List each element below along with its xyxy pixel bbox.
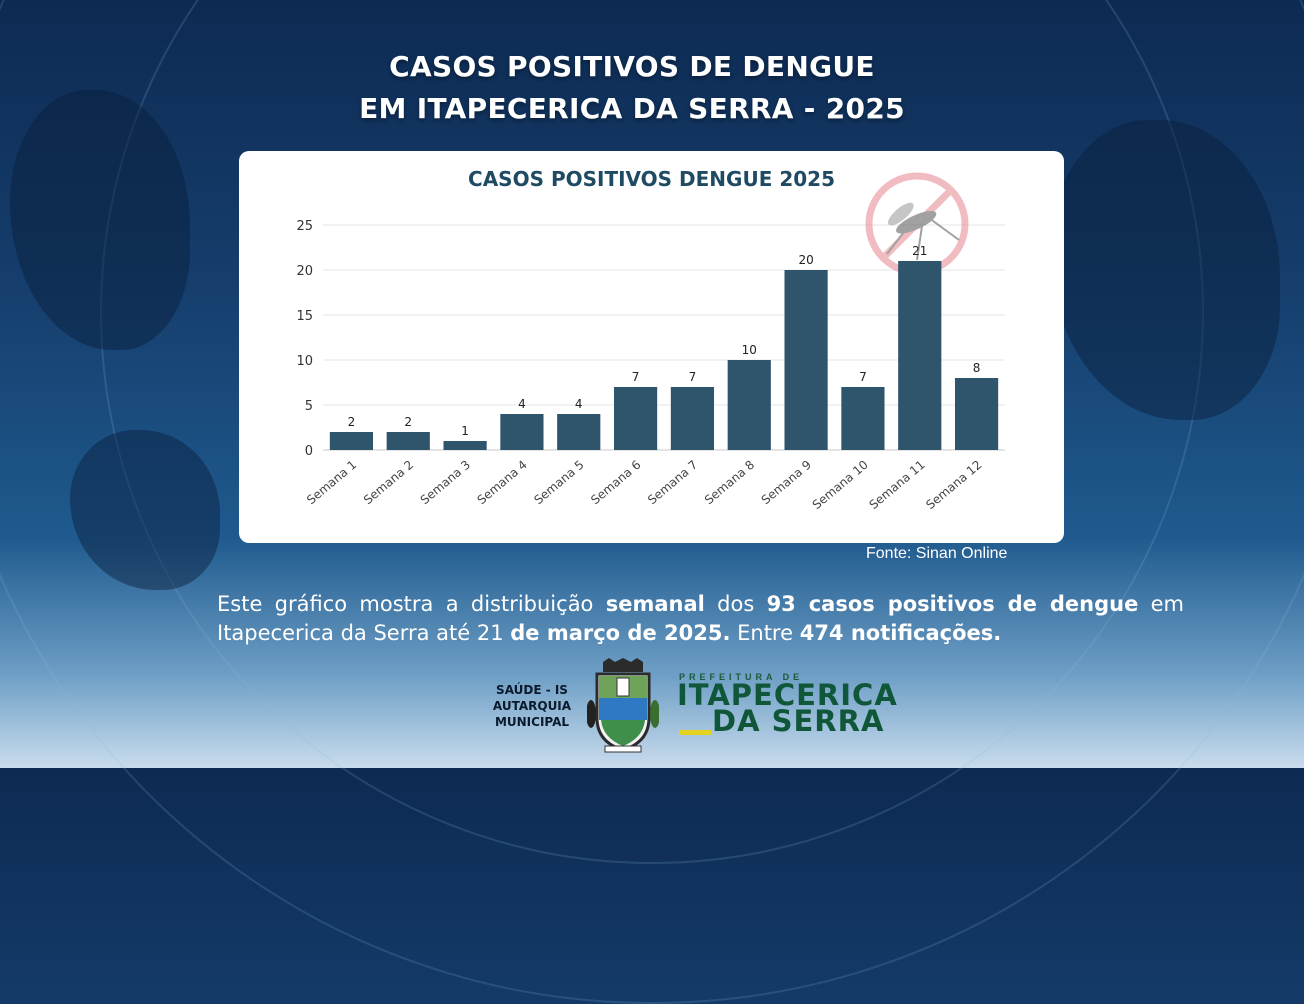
x-tick-label: Semana 5 [531, 458, 586, 508]
y-tick-label: 20 [296, 264, 313, 279]
caption-text: em Itapecerica da Serra até 21 [217, 592, 1184, 645]
x-tick-label: Semana 2 [361, 458, 416, 508]
page-title-line1: CASOS POSITIVOS DE DENGUE [389, 50, 875, 83]
y-tick-label: 0 [305, 444, 313, 459]
x-tick-label: Semana 7 [645, 458, 700, 508]
bar [557, 414, 601, 450]
data-label: 7 [859, 370, 867, 384]
x-tick-label: Semana 10 [810, 458, 871, 512]
data-label: 2 [348, 415, 356, 429]
bar [784, 270, 828, 450]
bar [954, 378, 999, 450]
bar [613, 387, 658, 450]
map-landmass [10, 90, 190, 350]
y-tick-label: 25 [296, 219, 313, 234]
data-label: 21 [912, 244, 927, 258]
saude-logo-text: SAÚDE - IS AUTARQUIA MUNICIPAL [492, 682, 572, 730]
bar [443, 441, 487, 450]
map-landmass [1050, 120, 1280, 420]
bar [670, 387, 715, 450]
saude-line: MUNICIPAL [494, 715, 570, 729]
caption-text: dos [704, 592, 767, 616]
data-label: 7 [632, 370, 640, 384]
map-landmass [70, 430, 220, 590]
x-tick-label: Semana 3 [418, 458, 473, 508]
bar [329, 432, 374, 450]
bar [727, 360, 771, 450]
chart-title: CASOS POSITIVOS DENGUE 2025 [468, 167, 835, 191]
chart-caption: Este gráfico mostra a distribuição seman… [217, 590, 1184, 648]
saude-line: SAÚDE - IS [496, 683, 568, 697]
y-tick-label: 5 [305, 399, 313, 414]
data-label: 20 [798, 253, 813, 267]
x-tick-label: Semana 12 [923, 458, 984, 512]
data-source: Fonte: Sinan Online [866, 545, 1008, 562]
x-tick-label: Semana 1 [304, 458, 359, 508]
y-tick-label: 10 [296, 354, 313, 369]
chart-card: CASOS POSITIVOS DENGUE 2025 0 5 10 15 20 25 2 S… [239, 151, 1064, 543]
y-tick-label: 15 [296, 309, 313, 324]
saude-line: AUTARQUIA [492, 699, 572, 713]
bar [841, 387, 885, 450]
caption-bold: 93 casos positivos de dengue [766, 592, 1139, 616]
data-label: 2 [404, 415, 412, 429]
bar [898, 261, 942, 450]
caption-text: Este gráfico mostra a distribuição [217, 592, 606, 616]
data-label: 7 [689, 370, 697, 384]
x-tick-label: Semana 6 [588, 458, 643, 508]
x-tick-label: Semana 8 [702, 458, 757, 508]
caption-text: Entre [730, 621, 800, 645]
data-label: 10 [742, 343, 757, 357]
caption-bold: semanal [605, 592, 705, 616]
prefeitura-label: PREFEITURA DE [679, 672, 804, 682]
caption-bold: de março de 2025. [510, 621, 731, 645]
municipal-crest [587, 658, 659, 753]
bar [500, 414, 544, 450]
x-tick-label: Semana 11 [867, 458, 928, 512]
data-label: 4 [518, 397, 526, 411]
prefeitura-name-line1: ITAPECERICA [677, 678, 898, 712]
data-label: 4 [575, 397, 583, 411]
x-tick-label: Semana 9 [759, 458, 814, 508]
data-label: 8 [973, 361, 981, 375]
data-label: 1 [461, 424, 469, 438]
prefeitura-name-line2: DA SERRA [712, 704, 885, 738]
bar [386, 432, 430, 450]
page-title-line2: EM ITAPECERICA DA SERRA - 2025 [359, 92, 905, 125]
caption-bold: 474 notificações. [799, 621, 1002, 645]
prefeitura-accent-bar [679, 730, 711, 735]
x-tick-label: Semana 4 [475, 458, 530, 508]
